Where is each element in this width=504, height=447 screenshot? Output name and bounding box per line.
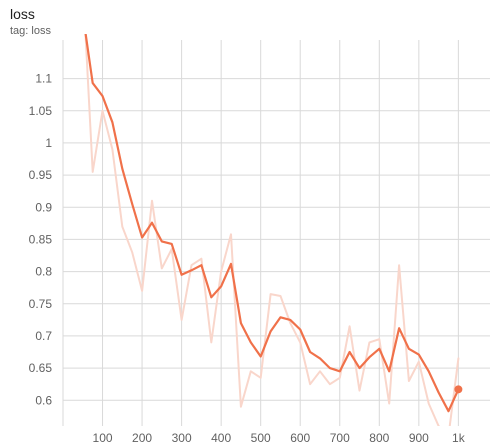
y-tick-label: 0.9 <box>35 200 52 214</box>
x-tick-label: 400 <box>211 431 231 445</box>
last-point-marker <box>454 385 463 394</box>
x-tick-label: 800 <box>369 431 389 445</box>
x-tick-label: 500 <box>251 431 271 445</box>
raw-loss-line <box>84 34 460 426</box>
chart-title: loss <box>10 6 35 22</box>
y-axis-ticks: 0.6 0.65 0.7 0.75 0.8 0.85 0.9 0.95 1 1.05 1.1 <box>29 72 53 408</box>
y-tick-label: 0.85 <box>29 232 53 246</box>
x-tick-label: 300 <box>172 431 192 445</box>
x-tick-label: 100 <box>93 431 113 445</box>
y-tick-label: 0.95 <box>29 168 53 182</box>
y-tick-label: 0.6 <box>35 393 52 407</box>
x-tick-label: 600 <box>290 431 310 445</box>
y-tick-label: 1 <box>45 136 52 150</box>
y-tick-label: 1.1 <box>35 72 52 86</box>
y-tick-label: 1.05 <box>29 104 53 118</box>
y-tick-label: 0.75 <box>29 297 53 311</box>
x-axis-ticks: 100 200 300 400 500 600 700 800 900 1k <box>93 431 466 445</box>
y-tick-label: 0.7 <box>35 329 52 343</box>
series <box>84 34 463 426</box>
smoothed-loss-line <box>84 34 460 413</box>
chart-tag: tag: loss <box>10 25 51 37</box>
y-tick-label: 0.65 <box>29 361 53 375</box>
x-tick-label: 1k <box>452 431 466 445</box>
y-tick-label: 0.8 <box>35 265 52 279</box>
grid <box>62 40 490 426</box>
x-tick-label: 200 <box>132 431 152 445</box>
x-tick-label: 900 <box>409 431 429 445</box>
x-tick-label: 700 <box>330 431 350 445</box>
